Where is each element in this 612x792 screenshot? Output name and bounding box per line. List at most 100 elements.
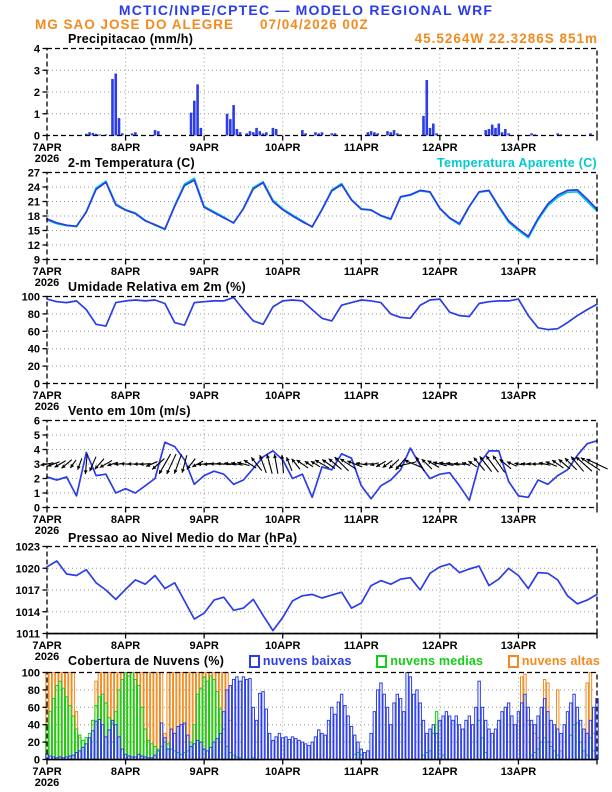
svg-text:3: 3: [34, 65, 40, 77]
svg-text:1023: 1023: [16, 542, 40, 554]
svg-text:7APR: 7APR: [32, 640, 61, 652]
svg-text:4: 4: [34, 44, 41, 56]
svg-text:7APR: 7APR: [32, 142, 61, 154]
station-name: MG SAO JOSE DO ALEGRE: [35, 17, 235, 32]
svg-text:7APR: 7APR: [32, 766, 61, 778]
svg-text:0: 0: [34, 131, 40, 143]
svg-text:9APR: 9APR: [189, 640, 218, 652]
cloud-cover-title: Cobertura de Nuvens (%): [68, 654, 225, 668]
svg-text:0: 0: [34, 755, 40, 767]
svg-text:20: 20: [28, 361, 40, 373]
wind-chart: 0 1 2 3 4 5 6 7APR 8APR 9APR 10APR 11APR 12APR 13APR 2…: [32, 416, 608, 537]
svg-text:27: 27: [28, 168, 40, 180]
svg-text:12APR: 12APR: [422, 766, 458, 778]
legend-nuvens-medias: nuvens medias: [376, 654, 483, 668]
svg-text:1020: 1020: [16, 563, 40, 575]
svg-text:12APR: 12APR: [422, 514, 458, 526]
humidity-title: Umidade Relativa em 2m (%): [68, 280, 246, 294]
svg-text:10APR: 10APR: [265, 390, 301, 402]
svg-text:2026: 2026: [35, 401, 59, 413]
svg-text:2: 2: [34, 87, 40, 99]
svg-text:2026: 2026: [35, 277, 59, 289]
nuvens-medias-swatch: [376, 654, 388, 668]
svg-text:13APR: 13APR: [501, 640, 537, 652]
run-datetime: 07/04/2026 00Z: [260, 17, 369, 32]
svg-text:9APR: 9APR: [189, 514, 218, 526]
model-title: MCTIC/INPE/CPTEC — MODELO REGIONAL WRF: [118, 2, 494, 18]
legend-nuvens-baixas: nuvens baixas: [248, 654, 352, 668]
svg-text:8APR: 8APR: [111, 766, 140, 778]
svg-text:13APR: 13APR: [501, 766, 537, 778]
location-coordinates: 45.5264W 22.3286S 851m: [414, 31, 598, 46]
svg-text:9APR: 9APR: [189, 142, 218, 154]
svg-text:11APR: 11APR: [344, 266, 379, 278]
svg-text:11APR: 11APR: [344, 766, 379, 778]
svg-text:1: 1: [34, 109, 40, 121]
nuvens-baixas-swatch: [248, 654, 260, 668]
svg-text:12APR: 12APR: [422, 640, 458, 652]
nuvens-altas-swatch: [507, 654, 519, 668]
svg-text:100: 100: [22, 292, 40, 304]
svg-text:10APR: 10APR: [265, 514, 301, 526]
svg-text:2: 2: [34, 474, 40, 486]
svg-text:11APR: 11APR: [344, 514, 379, 526]
pressure-chart: 1011 1014 1017 1020 1023 7APR 8APR 9APR 10APR 11A…: [16, 542, 598, 663]
svg-text:60: 60: [28, 702, 40, 714]
svg-text:60: 60: [28, 326, 40, 338]
svg-text:8APR: 8APR: [111, 142, 140, 154]
svg-text:12APR: 12APR: [422, 142, 458, 154]
svg-text:0: 0: [34, 503, 40, 515]
svg-text:10APR: 10APR: [265, 266, 301, 278]
svg-text:11APR: 11APR: [344, 640, 379, 652]
svg-text:13APR: 13APR: [501, 514, 537, 526]
apparent-temperature-title: Temperatura Aparente (C): [436, 156, 597, 170]
svg-text:40: 40: [28, 720, 40, 732]
svg-text:2026: 2026: [35, 153, 59, 165]
svg-text:13APR: 13APR: [501, 142, 537, 154]
svg-text:10APR: 10APR: [265, 142, 301, 154]
svg-text:24: 24: [28, 182, 41, 194]
svg-text:100: 100: [22, 668, 40, 680]
temperature-chart: 9 12 15 18 21 24 27 7APR 8APR 9APR 10APR 11APR 12APR…: [28, 168, 598, 289]
svg-text:20: 20: [28, 737, 40, 749]
svg-text:2026: 2026: [35, 651, 59, 663]
svg-text:9: 9: [34, 255, 40, 267]
svg-text:18: 18: [28, 211, 40, 223]
svg-text:7APR: 7APR: [32, 266, 61, 278]
svg-text:1: 1: [34, 488, 40, 500]
svg-text:9APR: 9APR: [189, 390, 218, 402]
svg-text:1014: 1014: [16, 607, 41, 619]
svg-text:6: 6: [34, 416, 40, 428]
svg-text:9APR: 9APR: [189, 266, 218, 278]
precipitation-chart: 0 1 2 3 4 7APR 8APR 9APR 10APR 11APR 12APR 13APR 202…: [32, 44, 598, 165]
svg-text:40: 40: [28, 344, 40, 356]
svg-text:4: 4: [34, 445, 41, 457]
svg-text:2026: 2026: [35, 777, 59, 789]
svg-text:8APR: 8APR: [111, 266, 140, 278]
svg-text:11APR: 11APR: [344, 142, 379, 154]
svg-text:1017: 1017: [16, 585, 40, 597]
svg-text:5: 5: [34, 430, 40, 442]
precipitation-title: Precipitacao (mm/h): [68, 32, 194, 46]
svg-text:7APR: 7APR: [32, 390, 61, 402]
svg-text:13APR: 13APR: [501, 390, 537, 402]
svg-text:8APR: 8APR: [111, 640, 140, 652]
svg-text:1011: 1011: [16, 629, 40, 641]
svg-text:8APR: 8APR: [111, 390, 140, 402]
svg-text:13APR: 13APR: [501, 266, 537, 278]
svg-text:0: 0: [34, 379, 40, 391]
wind-title: Vento em 10m (m/s): [68, 404, 191, 418]
svg-text:80: 80: [28, 685, 40, 697]
humidity-chart: 0 20 40 60 80 100 7APR 8APR 9APR 10APR 11APR 12APR 1…: [22, 292, 598, 413]
pressure-title: Pressao ao Nivel Medio do Mar (hPa): [68, 531, 298, 545]
svg-text:10APR: 10APR: [265, 766, 301, 778]
svg-text:12APR: 12APR: [422, 266, 458, 278]
svg-text:12: 12: [28, 240, 40, 252]
station-row: MG SAO JOSE DO ALEGRE 07/04/2026 00Z: [35, 17, 369, 32]
temperature-title: 2-m Temperatura (C): [68, 156, 196, 170]
svg-text:21: 21: [28, 197, 40, 209]
svg-text:2026: 2026: [35, 525, 59, 537]
svg-text:80: 80: [28, 309, 40, 321]
svg-text:7APR: 7APR: [32, 514, 61, 526]
